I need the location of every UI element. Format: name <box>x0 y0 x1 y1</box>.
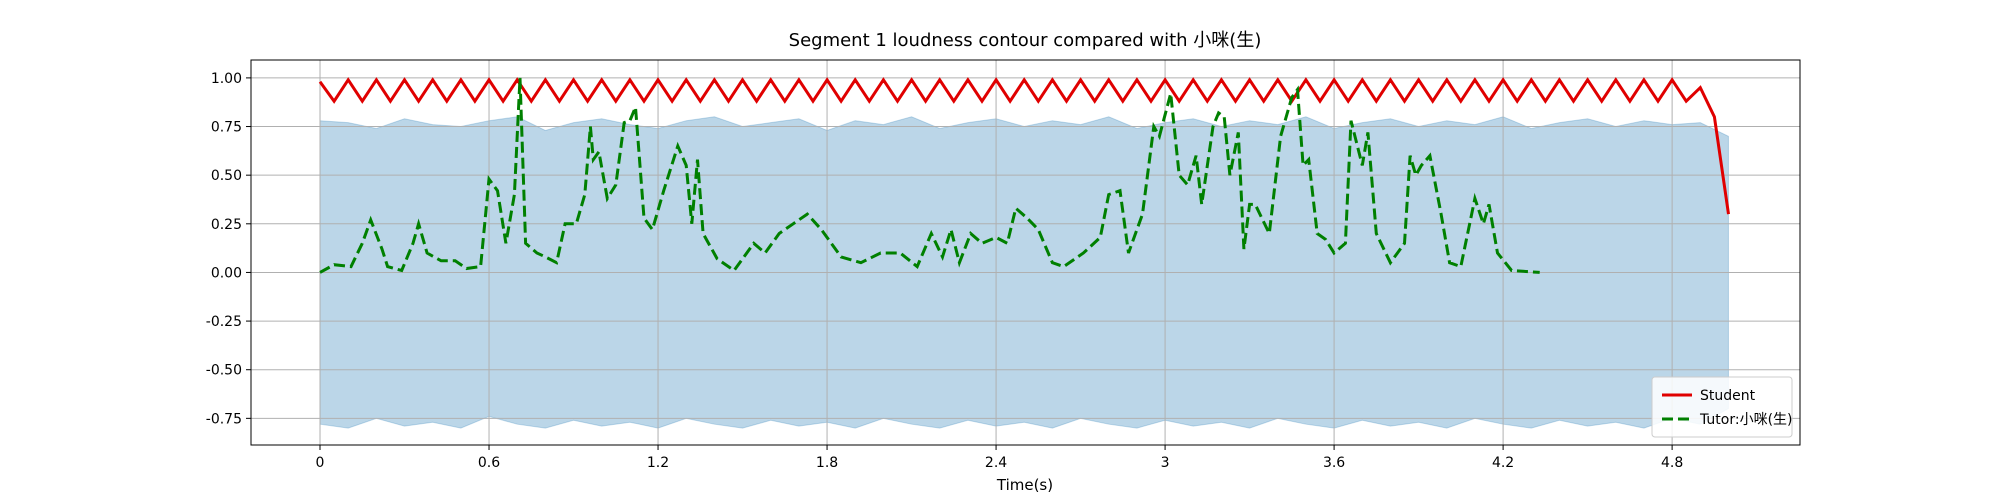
chart-title: Segment 1 loudness contour compared with… <box>789 30 1262 51</box>
x-tick-label: 3.6 <box>1323 455 1345 471</box>
x-tick-label: 0.6 <box>478 455 500 471</box>
x-tick-label: 1.8 <box>816 455 838 471</box>
y-tick-label: 1.00 <box>211 71 242 87</box>
x-axis-label: Time(s) <box>996 476 1053 494</box>
plot-frame <box>250 59 1801 446</box>
x-tick-label: 1.2 <box>647 455 669 471</box>
x-tick-label: 2.4 <box>985 455 1007 471</box>
x-tick-label: 4.2 <box>1492 455 1514 471</box>
line-series <box>318 77 1730 215</box>
x-tick-label: 3 <box>1161 455 1170 471</box>
y-tick-label: -0.25 <box>206 314 242 330</box>
y-tick-label: 0.25 <box>211 217 242 233</box>
y-tick-label: -0.75 <box>206 411 242 427</box>
x-tick-label: 0 <box>316 455 325 471</box>
line-series <box>319 77 1540 274</box>
legend-box <box>1651 376 1793 438</box>
y-tick-label: 0.75 <box>211 120 242 136</box>
y-tick-label: -0.50 <box>206 363 242 379</box>
x-tick-label: 4.8 <box>1661 455 1683 471</box>
legend-label: Tutor:小咪(生) <box>1699 412 1793 428</box>
legend-label: Student <box>1700 388 1756 404</box>
y-tick-label: 0.00 <box>211 265 242 281</box>
y-tick-label: 0.50 <box>211 168 242 184</box>
